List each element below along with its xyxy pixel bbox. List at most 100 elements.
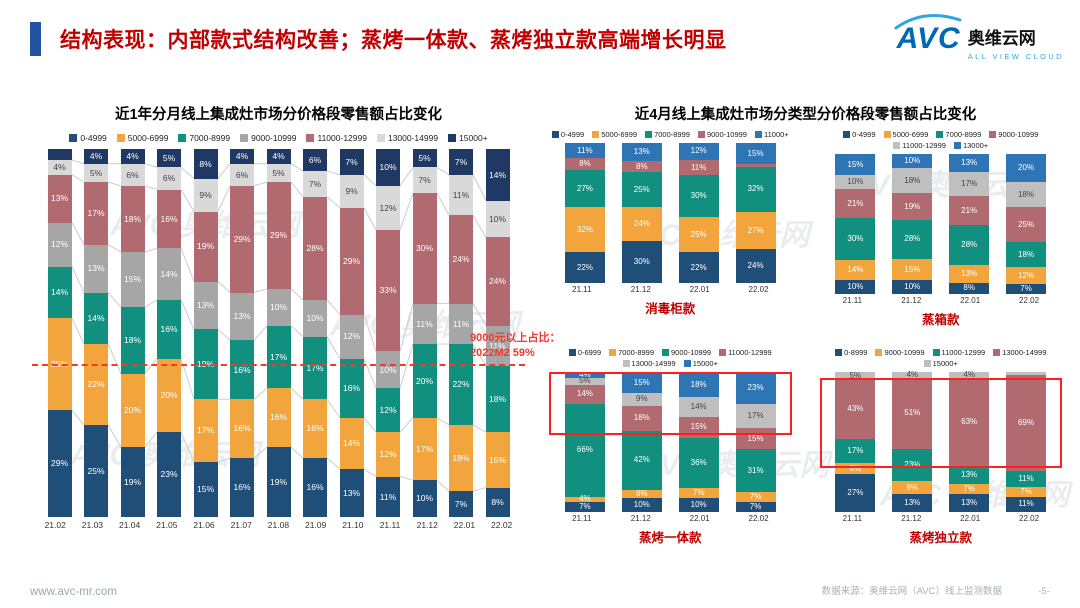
segment-label: 7% — [1020, 284, 1032, 294]
chart-legend: 0-4999 5000-6999 7000-8999 9000-10999 11000-… — [819, 130, 1064, 150]
bar-segment: 4% — [266, 149, 291, 164]
chart-legend: 0-6999 7000-8999 9000-10999 11000-12999 1300… — [548, 348, 793, 368]
bar-segment: 17% — [193, 399, 218, 462]
bar-segment: 18% — [120, 307, 145, 374]
bar-segment: 20% — [412, 344, 437, 418]
chart-plot: 22% 32% 27% 8% 11% 30% 24% 25% 8% 13% 22% 25% 30% 11%… — [548, 143, 793, 283]
segment-label: 16% — [342, 382, 360, 393]
bar-segment: 17% — [949, 172, 990, 197]
legend-swatch — [936, 131, 944, 138]
segment-label: 4% — [906, 369, 919, 379]
bar-segment: 18% — [621, 405, 662, 431]
chart-plot: 29% 25% 14% 12% 13% 4% 25% 22% 14% 13% 17% 5% 4% 19% 2… — [32, 149, 560, 517]
logo-swoosh-icon — [894, 14, 962, 30]
segment-label: 17% — [415, 443, 433, 454]
bar-segment: 6% — [303, 149, 327, 172]
segment-label: 5% — [89, 167, 103, 178]
legend-item: 7000-8999 — [936, 130, 981, 139]
bar-segment: 5% — [412, 149, 437, 168]
segment-label: 36% — [690, 458, 707, 467]
bar-segment: 12% — [339, 314, 364, 359]
bar-segment: 4% — [564, 369, 605, 379]
legend-swatch — [683, 360, 691, 367]
legend-swatch — [306, 134, 315, 142]
bar-segment: 29% — [47, 410, 72, 517]
segment-label: 19% — [123, 476, 141, 487]
segment-label: 9% — [345, 186, 358, 197]
legend-item: 0-8999 — [835, 348, 867, 357]
legend-swatch — [835, 349, 843, 356]
bar-segment: 24% — [735, 249, 776, 283]
segment-label: 19% — [196, 241, 214, 252]
stacked-bar: 8% 13% 28% 21% 17% 13% — [949, 154, 990, 294]
stacked-bar: 7% 18% 22% 11% 24% 11% 7% — [449, 149, 473, 517]
x-axis-label: 21.08 — [267, 520, 290, 530]
segment-label: 11% — [577, 145, 593, 155]
legend-swatch — [989, 131, 997, 138]
segment-label: 22% — [690, 262, 707, 272]
stacked-bar: 11% 12% 12% 10% 33% 12% 10% — [376, 149, 400, 517]
segment-label: 29% — [233, 233, 251, 244]
segment-label: 30% — [415, 243, 433, 254]
bar-segment: 12% — [376, 388, 400, 433]
bar-segment: 12% — [376, 432, 400, 477]
bar-segment: 16% — [230, 458, 254, 517]
legend-item: 11000-12999 — [306, 133, 367, 143]
bar-segment: 18% — [678, 372, 719, 398]
stacked-bar: 24% 27% 32% 15% — [735, 143, 776, 283]
bar-segment: 7% — [1006, 284, 1047, 294]
segment-label: 25% — [87, 465, 105, 476]
segment-label: 17% — [961, 179, 978, 189]
legend-item: 0-4999 — [551, 130, 584, 139]
segment-label: 8% — [199, 158, 212, 169]
bar-segment: 28% — [892, 219, 933, 259]
series-connector-lines — [71, 159, 487, 492]
bar-segment: 20% — [157, 358, 181, 433]
segment-label: 5% — [579, 376, 591, 386]
bar-segment: 30% — [412, 193, 437, 304]
legend-item: 11000-12999 — [893, 141, 946, 150]
segment-label: 4% — [579, 369, 591, 379]
stacked-bar: 7% 4% 66% 14% 5% 4% — [564, 369, 605, 512]
bar-segment: 10% — [678, 498, 719, 512]
segment-label: 13% — [342, 487, 360, 498]
mini-chart-name: 消毒柜款 — [645, 302, 696, 316]
segment-label: 51% — [904, 408, 921, 418]
bar-segment: 13% — [949, 465, 990, 485]
segment-label: 15% — [633, 377, 650, 387]
x-axis-label: 21.11 — [572, 514, 592, 523]
bar-segment: 5% — [84, 163, 108, 183]
bar-segment: 25% — [621, 172, 662, 208]
bar-segment: 11% — [1006, 471, 1047, 487]
segment-label: 15% — [904, 264, 921, 274]
bar-segment: 29% — [230, 185, 254, 293]
segment-label: 17% — [747, 411, 764, 421]
footer-data-source: 数据来源：奥维云网（AVC）线上监测数据 — [821, 586, 1002, 597]
bar-segment: 28% — [949, 225, 990, 265]
segment-label: 32% — [576, 224, 593, 234]
bar-segment: 19% — [892, 193, 933, 220]
segment-label: 16% — [306, 423, 324, 434]
segment-label: 11% — [452, 318, 470, 329]
legend-swatch — [116, 134, 125, 142]
segment-label: 10% — [633, 500, 650, 509]
legend-item: 15000+ — [448, 133, 488, 143]
legend-item: 5000-6999 — [116, 133, 168, 143]
bar-segment: 10% — [376, 351, 400, 389]
bar-segment: 11% — [485, 325, 510, 367]
bar-segment: 11% — [376, 476, 400, 517]
segment-label: 10% — [847, 282, 864, 291]
segment-label: 14% — [847, 265, 864, 275]
segment-label: 10% — [488, 213, 506, 224]
legend-item: 0-6999 — [568, 348, 601, 357]
segment-label: 5% — [849, 370, 862, 380]
legend-swatch — [932, 349, 940, 356]
x-axis-label: 21.11 — [572, 285, 592, 294]
bar-segment: 43% — [835, 379, 876, 440]
x-axis-label: 22.01 — [960, 514, 981, 523]
segment-label: 16% — [269, 412, 287, 423]
segment-label: 14% — [50, 287, 68, 298]
legend-swatch — [875, 349, 883, 356]
bar-segment: 16% — [157, 299, 181, 359]
